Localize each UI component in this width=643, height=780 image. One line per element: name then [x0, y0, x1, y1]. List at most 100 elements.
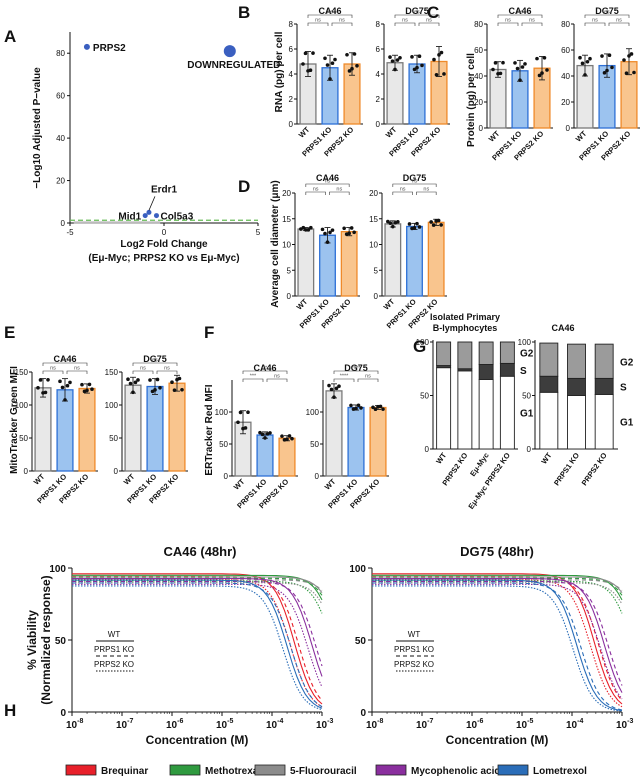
bar — [386, 62, 404, 125]
doseresp-x-tick-exp: -6 — [477, 718, 483, 725]
data-point — [148, 378, 152, 382]
data-point — [65, 383, 70, 388]
cellcycle-y-tick-label: 100 — [416, 338, 430, 347]
data-point — [85, 388, 89, 393]
bar — [168, 382, 186, 472]
data-point — [605, 68, 609, 73]
bar-category-label: WT — [295, 297, 310, 312]
volcano-point — [153, 213, 159, 219]
panel-letter-h: H — [4, 701, 16, 720]
data-point — [128, 381, 133, 386]
cellcycle-category-label: WT — [434, 451, 448, 466]
drug-legend-swatch — [65, 764, 97, 776]
linestyle-legend-label: PRPS1 KO — [394, 645, 434, 654]
significance-label: ns — [529, 18, 535, 24]
data-point — [356, 403, 361, 408]
stacked-segment-g1 — [478, 379, 494, 450]
bar — [384, 223, 402, 297]
bar-category-label: WT — [122, 472, 137, 487]
dose-response-curve — [372, 578, 623, 708]
significance-label: ns — [274, 374, 280, 380]
data-point — [355, 63, 359, 68]
significance-bracket — [305, 191, 326, 195]
data-point — [87, 382, 92, 387]
doseresp-x-tick-label: 10-6 — [166, 718, 183, 731]
bar-y-tick-label: 150 — [15, 368, 29, 377]
bar-group-title: CA46 — [253, 363, 276, 373]
drug-legend-label: Methotrexate — [205, 766, 268, 777]
cellcycle-phase-label: G2 — [520, 349, 534, 360]
data-point — [410, 55, 414, 59]
data-point — [417, 54, 422, 59]
data-point — [407, 222, 412, 226]
bar-y-tick-label: 20 — [369, 189, 378, 198]
panel-letter-f: F — [204, 323, 214, 342]
stacked-segment-g2 — [567, 343, 586, 379]
volcano-point — [223, 45, 236, 58]
bar-group-title: DG75 — [595, 6, 619, 16]
stacked-segment-g2 — [457, 341, 473, 370]
significance-label: ns — [152, 358, 158, 364]
data-point — [415, 65, 419, 70]
data-point — [622, 58, 626, 62]
data-point — [415, 221, 419, 226]
doseresp-y-label: % Viability — [25, 610, 39, 670]
significance-bracket — [333, 378, 355, 382]
volcano-y-tick-label: 40 — [56, 134, 65, 143]
significance-label: ns — [62, 358, 68, 364]
data-point — [412, 67, 417, 72]
drug-legend-label: Mycophenolic acid — [411, 766, 500, 777]
data-point — [436, 218, 441, 223]
dose-response-curve — [372, 574, 623, 601]
doseresp-x-tick-label: 10-7 — [416, 718, 433, 731]
cellcycle-phase-label: S — [620, 382, 627, 393]
data-point — [238, 410, 243, 415]
stacked-segment-s — [594, 377, 614, 395]
volcano-point-label: Mid1 — [118, 212, 141, 223]
panel-letter-e: E — [4, 323, 15, 342]
volcano-y-tick-label: 60 — [56, 92, 65, 101]
volcano-y-tick-label: 80 — [56, 49, 65, 58]
dose-response-curve — [72, 576, 323, 594]
linestyle-legend-label: PRPS1 KO — [94, 645, 134, 654]
data-point — [393, 67, 397, 72]
bar-y-tick-label: 50 — [219, 440, 228, 449]
bar-y-tick-label: 15 — [369, 215, 378, 224]
data-point — [347, 69, 352, 73]
bar-y-tick-label: 2 — [289, 95, 294, 104]
stacked-segment-g2 — [499, 341, 515, 364]
data-point — [158, 385, 162, 390]
dose-response-curve — [72, 574, 323, 601]
data-point — [177, 376, 182, 381]
significance-bracket — [132, 370, 154, 374]
volcano-x-tick-label: 0 — [162, 228, 167, 237]
data-point — [90, 387, 94, 392]
data-point — [580, 61, 585, 66]
bar — [347, 406, 365, 477]
dose-response-curve — [72, 573, 323, 705]
stacked-segment-g2 — [478, 341, 494, 365]
data-point — [515, 66, 520, 71]
doseresp-x-label: Concentration (M) — [446, 733, 549, 747]
cellcycle-category-label: PRPS1 KO — [552, 451, 581, 487]
data-point — [306, 228, 311, 232]
bar-group-title: CA46 — [318, 6, 341, 16]
bar-y-tick-label: 4 — [289, 70, 294, 79]
data-point — [429, 220, 433, 224]
bar-group-title: DG75 — [405, 6, 429, 16]
data-point — [431, 223, 436, 227]
significance-bracket — [392, 183, 437, 187]
doseresp-x-tick-label: 10-4 — [266, 718, 283, 731]
bar-category-label: WT — [32, 472, 47, 487]
data-point — [498, 71, 503, 76]
data-point — [36, 386, 40, 390]
doseresp-y-tick-label: 100 — [349, 564, 366, 575]
doseresp-x-tick-label: 10-5 — [216, 718, 233, 731]
bar-y-tick-label: 100 — [306, 408, 320, 417]
bar-y-tick-label: 0 — [24, 467, 29, 476]
data-point — [303, 51, 308, 56]
data-point — [388, 221, 393, 226]
cellcycle-group-title: Isolated Primary — [430, 312, 500, 322]
data-point — [337, 384, 341, 389]
